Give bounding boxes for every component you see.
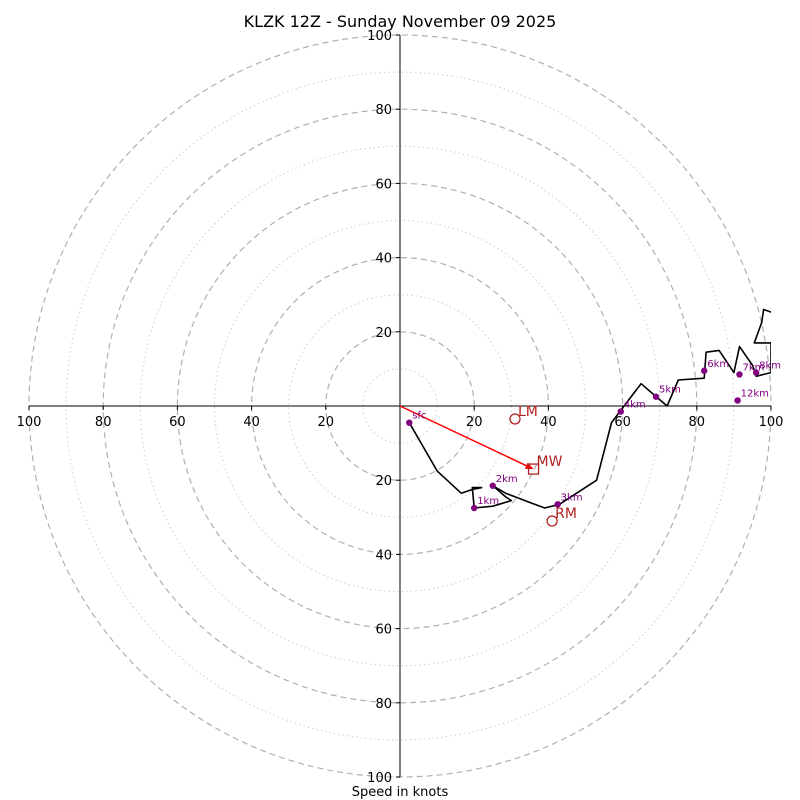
y-tick-label: 80 bbox=[375, 103, 392, 118]
height-marker-label: 1km bbox=[477, 496, 499, 507]
x-tick-label: 60 bbox=[169, 415, 186, 430]
y-tick-label: 60 bbox=[375, 177, 392, 192]
height-marker-dot bbox=[617, 408, 624, 415]
y-tick-label: 100 bbox=[367, 29, 392, 44]
x-tick-label: 20 bbox=[318, 415, 335, 430]
height-marker-dot bbox=[734, 397, 741, 404]
height-marker-dot bbox=[736, 371, 743, 378]
x-tick-label: 80 bbox=[95, 415, 112, 430]
x-tick-label: 60 bbox=[614, 415, 631, 430]
x-tick-label: 80 bbox=[689, 415, 706, 430]
y-tick-label: 20 bbox=[375, 326, 392, 341]
shear-vector-line bbox=[399, 405, 527, 467]
height-marker-label: 5km bbox=[659, 385, 681, 396]
height-marker-dot bbox=[752, 369, 760, 376]
height-marker-dot bbox=[652, 393, 660, 400]
x-axis-label: Speed in knots bbox=[352, 785, 449, 800]
y-tick-label: 40 bbox=[375, 548, 392, 563]
storm-motion-rm-label: RM bbox=[555, 506, 577, 522]
x-tick-label: 40 bbox=[243, 415, 260, 430]
height-marker-dot bbox=[554, 501, 561, 508]
storm-motion-lm-marker bbox=[509, 413, 521, 425]
y-tick-label: 40 bbox=[375, 252, 392, 267]
height-marker-label: sfc bbox=[412, 411, 426, 422]
height-marker-label: 7km bbox=[742, 362, 764, 373]
y-tick-label: 20 bbox=[375, 474, 392, 489]
tick-labels: 100 80 60 40 20 20 40 60 80 100 20 40 60 80 100 20 40 60 8… bbox=[17, 29, 784, 786]
x-tick-label: 20 bbox=[466, 415, 483, 430]
wind-trace-line bbox=[408, 308, 771, 509]
height-marker-label: 12km bbox=[741, 388, 769, 399]
height-marker-dot bbox=[489, 482, 496, 489]
height-marker-label: 8km bbox=[759, 361, 781, 372]
height-marker-label: 2km bbox=[496, 474, 518, 485]
height-marker-dot bbox=[406, 419, 413, 426]
height-marker-dot bbox=[701, 367, 708, 374]
y-tick-label: 100 bbox=[367, 771, 392, 786]
hodograph-trace bbox=[408, 308, 771, 509]
height-marker-label: 4km bbox=[624, 400, 646, 411]
height-marker-dot bbox=[471, 504, 478, 512]
y-tick-label: 80 bbox=[375, 697, 392, 712]
storm-motion-mw-label: MW bbox=[537, 454, 563, 470]
x-tick-label: 40 bbox=[540, 415, 557, 430]
storm-motion-rm-marker bbox=[546, 515, 558, 527]
height-marker-label: 6km bbox=[707, 359, 729, 370]
storm-motion-markers: LM RM MW bbox=[509, 404, 577, 527]
x-tick-label: 100 bbox=[759, 415, 784, 430]
y-tick-label: 60 bbox=[375, 623, 392, 638]
storm-motion-lm-label: LM bbox=[518, 404, 538, 420]
storm-motion-mw-marker bbox=[527, 463, 540, 475]
x-tick-label: 100 bbox=[17, 415, 42, 430]
chart-title: KLZK 12Z - Sunday November 09 2025 bbox=[244, 12, 557, 31]
height-marker-label: 3km bbox=[561, 492, 583, 503]
